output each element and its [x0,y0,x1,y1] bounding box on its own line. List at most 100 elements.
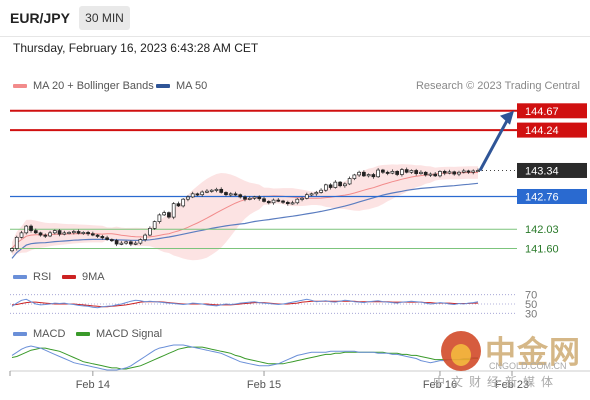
candle-body [376,169,380,178]
projection-arrow-head [500,110,514,125]
current-price-box [517,162,587,178]
candle-body [323,184,328,191]
candle-body [419,171,423,174]
candle-body [105,237,109,240]
rsi-level-label-0: 70 [525,290,537,302]
ma50-swatch [156,84,170,89]
rsi-level-label-2: 30 [525,308,537,320]
ma50-line [11,182,479,259]
candle-body [214,188,219,191]
candle-body [433,173,438,177]
candle-body [233,193,238,196]
candle-body [338,181,342,187]
macd-signal-line [11,346,478,370]
rsi-level-label-1: 50 [525,299,537,311]
candle-body [57,230,62,235]
watermark-tagline: 中文财经新媒体 [433,375,560,389]
candle-body [404,169,409,173]
candle-body [343,183,347,187]
legend-macd-signal: MACD Signal [76,328,162,340]
candle-body [67,232,71,234]
candle-body [262,198,266,202]
macd-pane [11,344,478,371]
candle-body [48,232,52,237]
candle-body [295,198,300,204]
signal-swatch [76,332,90,337]
level-box-2 [517,188,587,204]
candle-body [14,236,19,249]
time-tick-label-2: Feb 16 [423,379,457,391]
level-label-4: 141.60 [525,244,559,256]
candle-body [243,196,247,200]
candle-body [347,178,352,185]
time-tick-label-0: Feb 14 [76,379,110,391]
candle-body [176,203,181,207]
candle-body [186,196,190,200]
candle-body [29,225,33,231]
candle-body [252,196,257,199]
candle-body [167,212,171,218]
legend-ma50: MA 50 [156,80,207,92]
candle-body [423,171,428,176]
candle-body [414,170,419,174]
candle-body [438,171,442,177]
candle-body [352,174,357,179]
datetime-label: Thursday, February 16, 2023 6:43:28 AM C… [13,41,259,55]
candle-body [314,192,319,195]
candle-body [95,234,100,237]
candle-body [471,170,476,173]
ma20-swatch [13,84,27,89]
candle-body [76,231,81,234]
time-axis: Feb 14 Feb 15 Feb 16 Feb 23 [9,370,590,391]
watermark-url: CNGOLD.COM.CN [489,361,567,371]
candle-body [247,197,252,200]
macd-line [11,344,478,371]
candle-body [371,174,376,178]
candle-body [357,171,361,176]
candle-body [157,214,162,222]
candle-body [395,171,400,175]
candle-body [19,232,24,238]
candle-body [24,225,29,234]
candle-body [276,199,281,202]
candle-body [162,212,167,216]
candle-body [333,181,338,188]
candle-body [457,171,461,175]
candle-body [219,188,224,193]
level-label-3: 142.03 [525,224,559,236]
candle-body [124,241,128,244]
candle-body [129,241,133,245]
candle-body [148,228,152,236]
legend-rsi: RSI [13,271,51,283]
rsi-line [11,298,479,309]
candle-body [466,170,471,173]
candle-body [442,171,447,174]
symbol-title: EUR/JPY [10,10,70,26]
candle-body [319,189,323,193]
macd-swatch [13,332,27,337]
candle-body [328,184,333,188]
candle-body [181,198,186,207]
watermark-brand: 中金网 [485,335,581,371]
level-label-0: 144.67 [525,106,559,118]
watermark: 中金网 CNGOLD.COM.CN 中文财经新媒体 [433,327,581,393]
candle-body [200,191,205,196]
candle-body [195,193,200,196]
candle-body [138,239,143,244]
candle-body [10,248,14,252]
price-pane: 144.67 144.24 142.76 142.03 141.60 143.34 [10,103,587,261]
level-box-0 [517,103,587,119]
candle-body [114,240,119,245]
time-tick-label-3: Feb 23 [495,379,529,391]
candle-body [43,234,48,237]
timeframe-button[interactable]: 30 MIN [79,6,130,30]
candle-body [238,194,243,198]
ma9-legend-label: 9MA [82,271,105,283]
time-tick-label-1: Feb 15 [247,379,281,391]
candle-body [366,174,371,177]
candle-body [38,232,43,236]
bollinger-band [12,164,478,261]
legend-macd: MACD [13,328,65,340]
candle-body [52,230,57,234]
